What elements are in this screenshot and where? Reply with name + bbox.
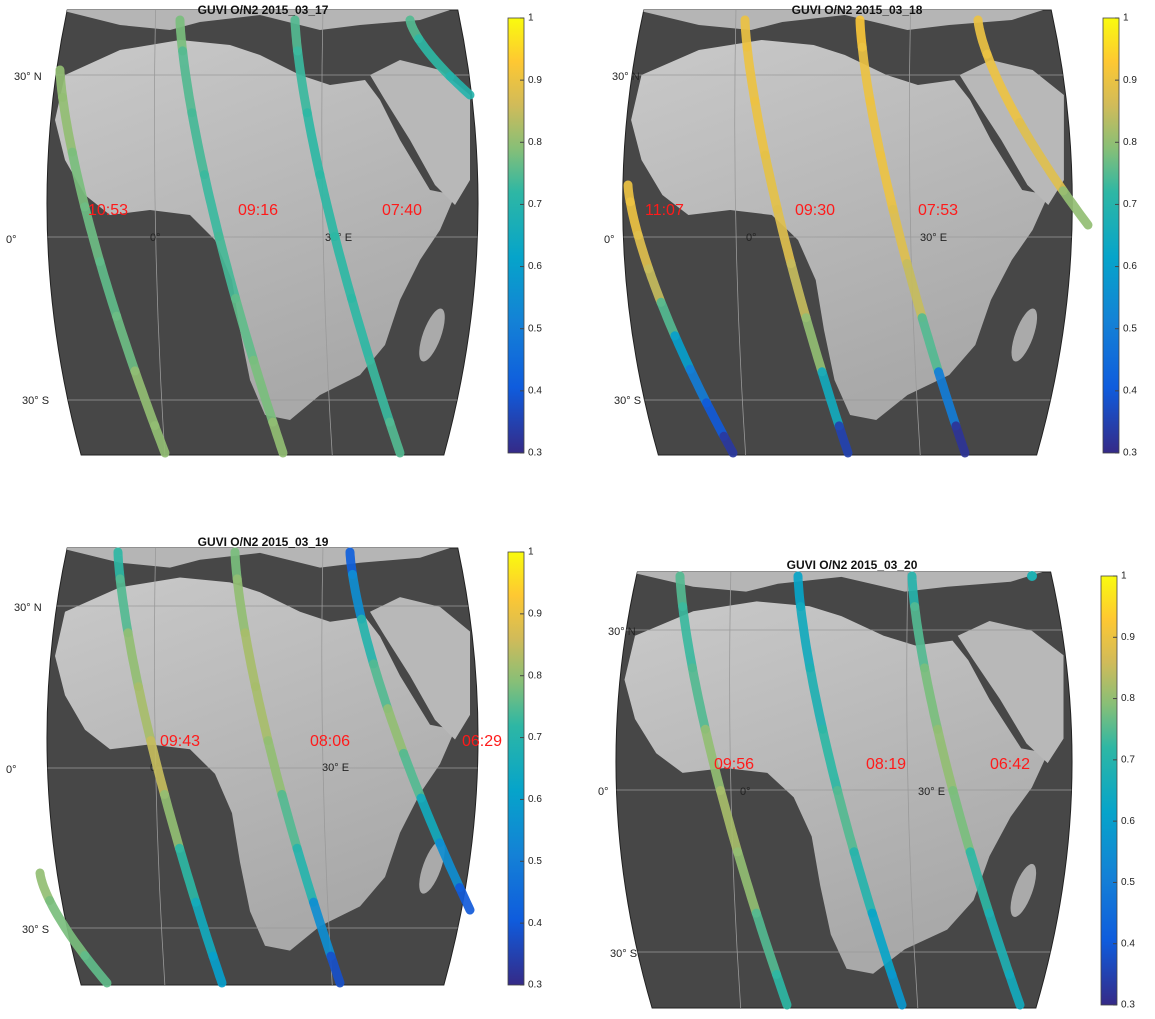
lon-label: 30° E [918,786,945,798]
colorbar-tick-label: 0.8 [528,137,542,148]
lat-label: 30° N [612,71,640,83]
lat-label: 30° S [610,948,637,960]
colorbar-tick-label: 1 [1123,13,1129,24]
track-segment [912,576,915,607]
pass-time: 09:16 [238,202,278,219]
lat-label: 0° [604,234,615,246]
colorbar-tick-label: 0.7 [528,199,542,210]
colorbar [1103,18,1119,453]
lat-label: 30° S [22,924,49,936]
lon-label: 30° E [322,762,349,774]
track-segment [295,20,298,51]
lat-label: 30° S [614,395,641,407]
lat-label: 30° S [22,395,49,407]
figure: 30° N 0° 30° S 0° 30° E 10:53 09:16 07:40 GUVI O… [0,0,1155,1014]
colorbar-tick-label: 0.9 [1121,632,1135,643]
colorbar-tick-label: 0.5 [1123,323,1137,334]
colorbar-tick-label: 0.8 [528,670,542,681]
pass-time: 06:42 [990,756,1030,773]
panel-title: GUVI O/N2 2015_03_17 [198,3,329,17]
colorbar-tick-label: 0.5 [528,323,542,334]
lat-label: 30° N [14,602,42,614]
colorbar-tick-label: 0.9 [1123,75,1137,86]
colorbar-tick-label: 0.6 [528,261,542,272]
colorbar-tick-label: 1 [528,13,534,24]
lat-label: 0° [6,764,17,776]
colorbar-tick-label: 0.5 [1121,877,1135,888]
colorbar-tick-label: 0.5 [528,856,542,867]
colorbar-tick-label: 0.4 [1121,938,1135,949]
colorbar-tick-label: 1 [528,547,534,558]
panel-title: GUVI O/N2 2015_03_19 [198,535,329,549]
colorbar-tick-label: 0.4 [1123,385,1137,396]
colorbar-tick-label: 0.8 [1121,693,1135,704]
colorbar [508,18,524,453]
colorbar-tick-label: 0.6 [528,794,542,805]
pass-time: 09:56 [714,756,754,773]
lat-label: 30° N [608,626,636,638]
lat-label: 0° [598,786,609,798]
colorbar-tick-label: 0.3 [528,980,542,991]
map-panel: 30° N0°30° S0°30° E09:4308:0606:29GUVI O… [6,535,542,990]
pass-time: 08:19 [866,756,906,773]
colorbar-tick-label: 0.7 [528,732,542,743]
lon-label: 30° E [920,232,947,244]
colorbar-tick-label: 0.4 [528,385,542,396]
colorbar-tick-label: 0.7 [1123,199,1137,210]
colorbar-tick-label: 0.6 [1121,816,1135,827]
lat-label: 30° N [14,71,42,83]
panel-title: GUVI O/N2 2015_03_20 [787,558,918,572]
track-segment [798,576,801,607]
pass-time: 06:29 [462,733,502,750]
lon-label: 0° [746,232,757,244]
colorbar-tick-label: 0.3 [528,448,542,459]
colorbar-tick-label: 0.4 [528,918,542,929]
pass-time: 07:40 [382,202,422,219]
colorbar-tick-label: 0.9 [528,608,542,619]
lon-label: 0° [150,232,161,244]
track-segment [680,576,683,607]
lat-label: 0° [6,234,17,246]
pass-time: 08:06 [310,733,350,750]
colorbar-tick-label: 0.3 [1121,1000,1135,1011]
colorbar-tick-label: 0.9 [528,75,542,86]
track-segment [180,20,183,51]
map-panel: 30° N 0° 30° S 0° 30° E 09:56 08:19 06:42 GUVI O… [598,558,1135,1010]
colorbar-tick-label: 0.3 [1123,448,1137,459]
lon-label: 0° [740,786,751,798]
track-point [1027,571,1037,581]
colorbar [1101,576,1117,1005]
pass-time: 09:43 [160,733,200,750]
pass-time: 09:30 [795,202,835,219]
colorbar [508,552,524,985]
map-panel: 30° N 0° 30° S 0° 30° E 11:07 09:30 07:53 GUVI O… [604,0,1137,459]
pass-time: 11:07 [645,202,684,219]
pass-time: 10:53 [88,202,128,219]
colorbar-tick-label: 0.7 [1121,754,1135,765]
colorbar-tick-label: 0.6 [1123,261,1137,272]
panel-title: GUVI O/N2 2015_03_18 [792,3,923,17]
pass-time: 07:53 [918,202,958,219]
colorbar-tick-label: 0.8 [1123,137,1137,148]
colorbar-tick-label: 1 [1121,571,1127,582]
